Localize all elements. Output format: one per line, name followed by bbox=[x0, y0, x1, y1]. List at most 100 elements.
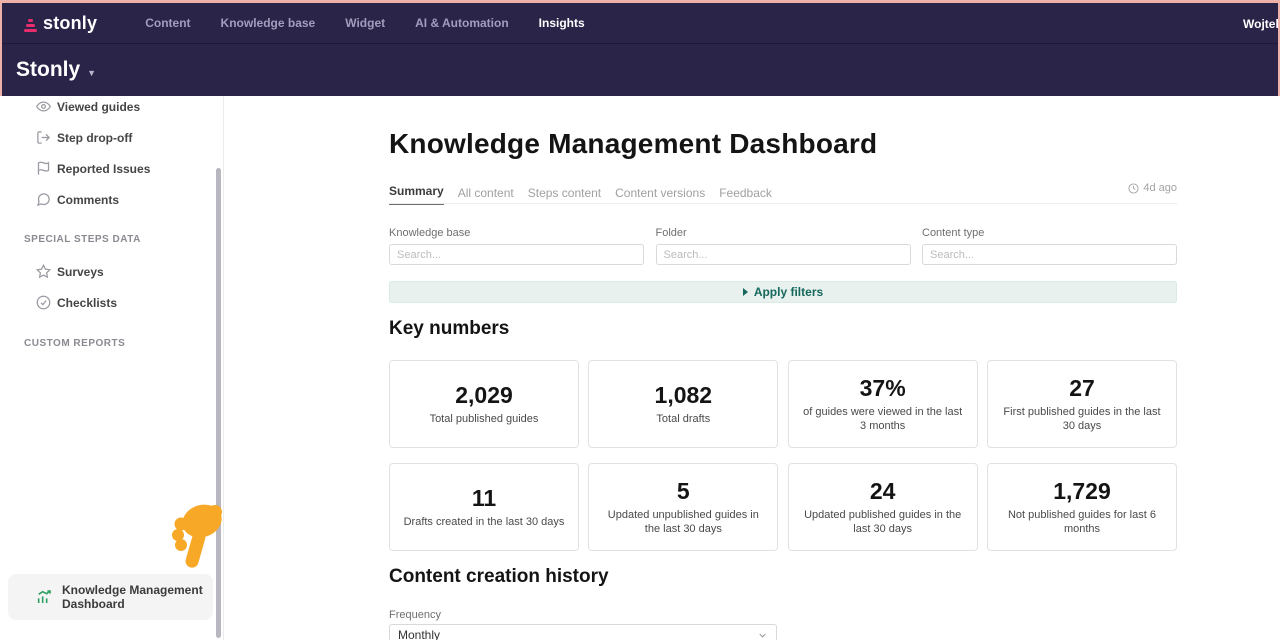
stat-card-total-published-guides: 2,029 Total published guides bbox=[389, 360, 579, 448]
sidebar-item-step-drop-off[interactable]: Step drop-off bbox=[0, 122, 210, 153]
knowledge-base-search-input[interactable] bbox=[389, 244, 644, 265]
clock-icon bbox=[1128, 182, 1139, 194]
window-left-border bbox=[0, 0, 2, 96]
stat-value: 24 bbox=[869, 478, 896, 504]
stat-label: Total published guides bbox=[429, 413, 539, 425]
stat-label: Total drafts bbox=[656, 413, 711, 425]
key-numbers-heading: Key numbers bbox=[389, 318, 510, 339]
nav-item-knowledge-base[interactable]: Knowledge base bbox=[220, 16, 316, 30]
stat-value: 1,082 bbox=[654, 382, 713, 408]
stat-label: Drafts created in the last 30 days bbox=[403, 516, 565, 528]
last-updated: 4d ago bbox=[1077, 182, 1177, 194]
sidebar-section-special-steps-data: SPECIAL STEPS DATA bbox=[24, 234, 141, 245]
stat-label: First published guides in the last 30 da… bbox=[1003, 406, 1161, 432]
sidebar-item-label: Surveys bbox=[57, 264, 104, 279]
stat-card-updated-published: 24 Updated published guides in the last … bbox=[787, 463, 978, 551]
ukraine-flag-icon bbox=[100, 11, 111, 19]
stat-card-drafts-created: 11 Drafts created in the last 30 days bbox=[389, 463, 579, 551]
chevron-down-icon[interactable]: ▼ bbox=[87, 68, 97, 78]
tab-steps-content[interactable]: Steps content bbox=[527, 186, 602, 200]
sidebar-item-label: Step drop-off bbox=[57, 130, 133, 145]
main-content: Knowledge Management Dashboard Summary A… bbox=[224, 96, 1280, 640]
chevron-down-icon bbox=[759, 633, 766, 638]
insights-sidebar: Viewed guides Step drop-off Reported Iss… bbox=[0, 96, 224, 640]
flag-icon bbox=[36, 161, 51, 176]
page-title: Knowledge Management Dashboard bbox=[389, 128, 878, 159]
nav-item-ai-automation[interactable]: AI & Automation bbox=[415, 16, 509, 30]
stat-label: Updated published guides in the last 30 … bbox=[804, 509, 962, 535]
exit-icon bbox=[36, 130, 51, 145]
sidebar-section-custom-reports: CUSTOM REPORTS bbox=[24, 338, 126, 349]
filters-row: Knowledge base Folder Content type bbox=[389, 227, 1177, 265]
stat-value: 37% bbox=[859, 375, 906, 401]
stat-card-first-published: 27 First published guides in the last 30… bbox=[986, 360, 1177, 448]
stat-value: 27 bbox=[1069, 375, 1095, 401]
stat-label: Updated unpublished guides in the last 3… bbox=[607, 509, 759, 535]
stat-label: of guides were viewed in the last 3 mont… bbox=[803, 406, 963, 432]
tab-feedback[interactable]: Feedback bbox=[719, 186, 772, 200]
stat-value: 11 bbox=[471, 485, 497, 511]
filter-label: Knowledge base bbox=[389, 227, 471, 239]
top-nav: stonly Content Knowledge base Widget AI … bbox=[0, 3, 1280, 43]
sidebar-scrollbar[interactable] bbox=[216, 168, 221, 638]
tab-all-content[interactable]: All content bbox=[457, 186, 514, 200]
stonly-logo-icon bbox=[24, 19, 37, 32]
filter-label: Folder bbox=[655, 227, 687, 239]
stat-value: 2,029 bbox=[455, 382, 513, 408]
check-circle-icon bbox=[36, 295, 51, 310]
frequency-select[interactable]: Monthly bbox=[389, 624, 777, 640]
apply-filters-button[interactable]: Apply filters bbox=[389, 281, 1177, 303]
filter-folder: Folder bbox=[655, 227, 911, 265]
workspace-title[interactable]: Stonly bbox=[16, 58, 81, 81]
last-updated-text: 4d ago bbox=[1143, 182, 1177, 194]
stat-card-total-drafts: 1,082 Total drafts bbox=[588, 360, 779, 448]
nav-item-content[interactable]: Content bbox=[145, 16, 191, 30]
workspace-header: Stonly ▼ bbox=[0, 43, 1280, 96]
brand-name: stonly bbox=[43, 13, 98, 33]
tab-summary[interactable]: Summary bbox=[389, 184, 444, 205]
sidebar-item-reported-issues[interactable]: Reported Issues bbox=[0, 153, 210, 184]
stat-card-updated-unpublished: 5 Updated unpublished guides in the last… bbox=[588, 463, 779, 551]
sidebar-item-comments[interactable]: Comments bbox=[0, 184, 210, 215]
content-creation-history-heading: Content creation history bbox=[389, 566, 609, 587]
tab-content-versions[interactable]: Content versions bbox=[615, 186, 706, 200]
top-nav-menu: Content Knowledge base Widget AI & Autom… bbox=[145, 16, 584, 30]
stat-card-guides-viewed-pct: 37% of guides were viewed in the last 3 … bbox=[787, 360, 978, 448]
comment-icon bbox=[36, 192, 51, 207]
nav-item-widget[interactable]: Widget bbox=[345, 16, 386, 30]
sidebar-item-viewed-guides[interactable]: Viewed guides bbox=[0, 96, 210, 122]
filter-label: Content type bbox=[922, 227, 985, 239]
sidebar-item-label: Viewed guides bbox=[57, 99, 141, 114]
filter-knowledge-base: Knowledge base bbox=[389, 227, 644, 265]
stat-card-not-published: 1,729 Not published guides for last 6 mo… bbox=[986, 463, 1177, 551]
sidebar-item-surveys[interactable]: Surveys bbox=[0, 256, 210, 287]
key-numbers-row-1: 2,029 Total published guides 1,082 Total… bbox=[389, 360, 1177, 448]
sidebar-item-label: Reported Issues bbox=[57, 161, 151, 176]
window-top-border bbox=[0, 0, 1280, 3]
trend-chart-icon bbox=[36, 589, 52, 605]
frequency-value: Monthly bbox=[398, 628, 441, 640]
apply-filters-label: Apply filters bbox=[753, 285, 824, 299]
play-triangle-icon bbox=[742, 288, 748, 296]
window-right-border bbox=[1278, 0, 1280, 96]
dashboard-tabs: Summary All content Steps content Conten… bbox=[389, 184, 1177, 205]
sidebar-item-checklists[interactable]: Checklists bbox=[0, 287, 210, 318]
sidebar-item-label: Comments bbox=[57, 192, 120, 207]
stat-value: 5 bbox=[676, 478, 690, 504]
filter-content-type: Content type bbox=[922, 227, 1177, 265]
eye-icon bbox=[36, 99, 51, 114]
stonly-logo[interactable]: stonly bbox=[24, 13, 111, 33]
frequency-label: Frequency bbox=[389, 609, 441, 621]
tabs-divider bbox=[389, 203, 1177, 204]
key-numbers-row-2: 11 Drafts created in the last 30 days 5 … bbox=[389, 463, 1177, 551]
folder-search-input[interactable] bbox=[655, 244, 911, 265]
sidebar-item-knowledge-management-dashboard[interactable]: Knowledge Management Dashboard bbox=[8, 574, 213, 620]
sidebar-item-label: Knowledge Management Dashboard bbox=[62, 583, 203, 611]
sidebar-item-label: Checklists bbox=[57, 295, 118, 310]
user-menu[interactable]: Wojtek K bbox=[1243, 17, 1280, 31]
stat-label: Not published guides for last 6 months bbox=[1007, 509, 1156, 535]
nav-item-insights[interactable]: Insights bbox=[538, 16, 585, 30]
content-type-search-input[interactable] bbox=[922, 244, 1177, 265]
star-icon bbox=[36, 264, 51, 279]
